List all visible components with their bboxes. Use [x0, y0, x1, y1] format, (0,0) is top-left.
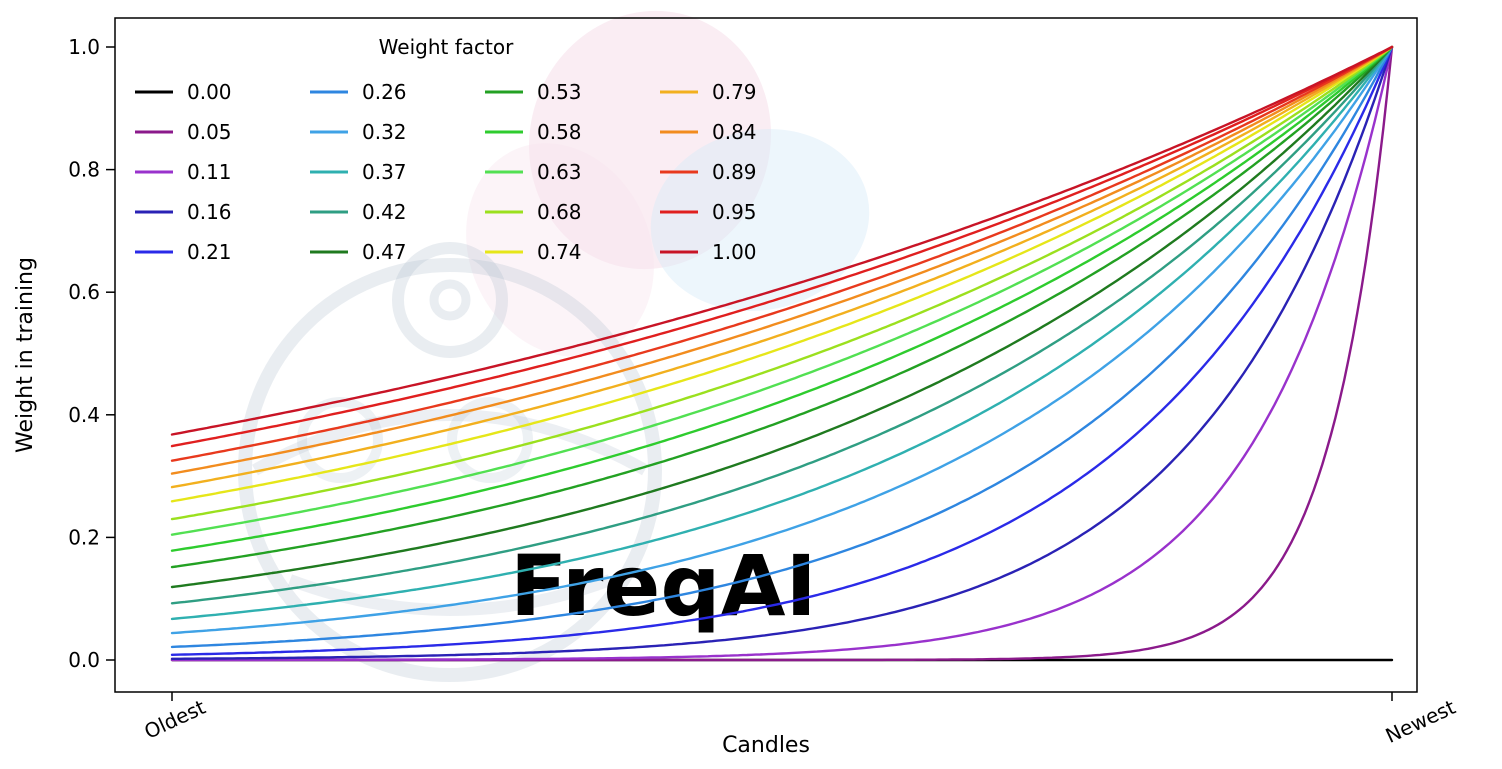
series-line-0.05 — [170, 45, 1394, 662]
series-line-0.42 — [170, 45, 1394, 605]
legend-entries: 0.00 0.05 0.11 0.16 0.21 0.26 0.32 0.37 0.42 0.47… — [135, 80, 757, 264]
legend-label: 0.68 — [537, 200, 582, 224]
series-line-0.32 — [170, 45, 1394, 635]
legend-label: 0.95 — [712, 200, 757, 224]
legend-entry: 0.84 — [660, 120, 757, 144]
legend-entry: 0.47 — [310, 240, 407, 264]
weight-curves — [170, 45, 1394, 662]
series-line-0.21 — [170, 45, 1394, 656]
legend-label: 0.37 — [362, 160, 407, 184]
legend-title: Weight factor — [379, 35, 514, 59]
series-line-0.58 — [170, 45, 1394, 552]
legend-entry: 0.32 — [310, 120, 407, 144]
legend-entry: 0.42 — [310, 200, 407, 224]
watermark-logo-head — [392, 242, 508, 358]
y-axis-label: Weight in training — [13, 257, 38, 453]
legend-entry: 0.11 — [135, 160, 232, 184]
series-line-1.00 — [170, 45, 1394, 436]
series-line-0.74 — [170, 45, 1394, 503]
legend-entry: 0.00 — [135, 80, 232, 104]
legend-entry: 0.37 — [310, 160, 407, 184]
y-tick-label: 0.8 — [68, 158, 100, 182]
series-line-0.37 — [170, 45, 1394, 621]
y-tick-label: 0.6 — [68, 280, 100, 304]
legend-label: 0.74 — [537, 240, 582, 264]
legend-label: 0.16 — [187, 200, 232, 224]
y-axis-ticks: 0.0 0.2 0.4 0.6 0.8 1.0 — [68, 35, 115, 672]
plot-axes: Candles Weight in training 0.00.20.40.60… — [13, 17, 1460, 758]
watermark-logo-arc — [252, 409, 648, 476]
legend: Weight factor 0.000.050.110.160.210.260.… — [135, 35, 757, 264]
series-line-0.63 — [170, 45, 1394, 536]
legend-entry: 0.58 — [485, 120, 582, 144]
series-line-0.84 — [170, 45, 1394, 475]
watermark-logo-ring — [238, 258, 662, 682]
y-tick-label: 0.2 — [68, 525, 100, 549]
legend-label: 0.84 — [712, 120, 757, 144]
x-tick-label: Oldest — [140, 695, 209, 744]
watermark-logo-eye — [429, 279, 471, 321]
series-line-0.16 — [170, 45, 1394, 660]
legend-entry: 0.05 — [135, 120, 232, 144]
legend-label: 0.47 — [362, 240, 407, 264]
legend-label: 0.32 — [362, 120, 407, 144]
legend-label: 1.00 — [712, 240, 757, 264]
series-line-0.53 — [170, 45, 1394, 569]
legend-entry: 0.53 — [485, 80, 582, 104]
legend-label: 0.53 — [537, 80, 582, 104]
legend-entry: 0.79 — [660, 80, 757, 104]
y-tick-label: 1.0 — [68, 35, 100, 59]
series-line-0.47 — [170, 45, 1394, 589]
axes-frame — [114, 17, 1418, 693]
legend-entry: 0.95 — [660, 200, 757, 224]
legend-label: 0.58 — [537, 120, 582, 144]
series-line-0.89 — [170, 45, 1394, 462]
legend-entry: 0.16 — [135, 200, 232, 224]
legend-label: 0.89 — [712, 160, 757, 184]
legend-label: 0.21 — [187, 240, 232, 264]
series-line-0.11 — [170, 45, 1394, 662]
x-axis-label: Candles — [722, 733, 810, 758]
y-tick-label: 0.4 — [68, 403, 100, 427]
series-line-0.95 — [170, 45, 1394, 448]
legend-label: 0.00 — [187, 80, 232, 104]
legend-entry: 0.26 — [310, 80, 407, 104]
watermark-petal-blue — [650, 129, 870, 311]
legend-label: 0.11 — [187, 160, 232, 184]
legend-entry: 0.89 — [660, 160, 757, 184]
series-line-0.68 — [170, 45, 1394, 521]
legend-entry: 0.74 — [485, 240, 582, 264]
legend-label: 0.26 — [362, 80, 407, 104]
legend-entry: 0.68 — [485, 200, 582, 224]
legend-entry: 1.00 — [660, 240, 757, 264]
x-tick-label: Newest — [1382, 695, 1460, 748]
watermark-text: FreqAI — [510, 537, 817, 635]
y-tick-label: 0.0 — [68, 648, 100, 672]
legend-label: 0.79 — [712, 80, 757, 104]
legend-label: 0.63 — [537, 160, 582, 184]
legend-entry: 0.63 — [485, 160, 582, 184]
series-line-0.79 — [170, 45, 1394, 489]
legend-label: 0.42 — [362, 200, 407, 224]
legend-entry: 0.21 — [135, 240, 232, 264]
legend-label: 0.05 — [187, 120, 232, 144]
series-line-0.26 — [170, 45, 1394, 649]
